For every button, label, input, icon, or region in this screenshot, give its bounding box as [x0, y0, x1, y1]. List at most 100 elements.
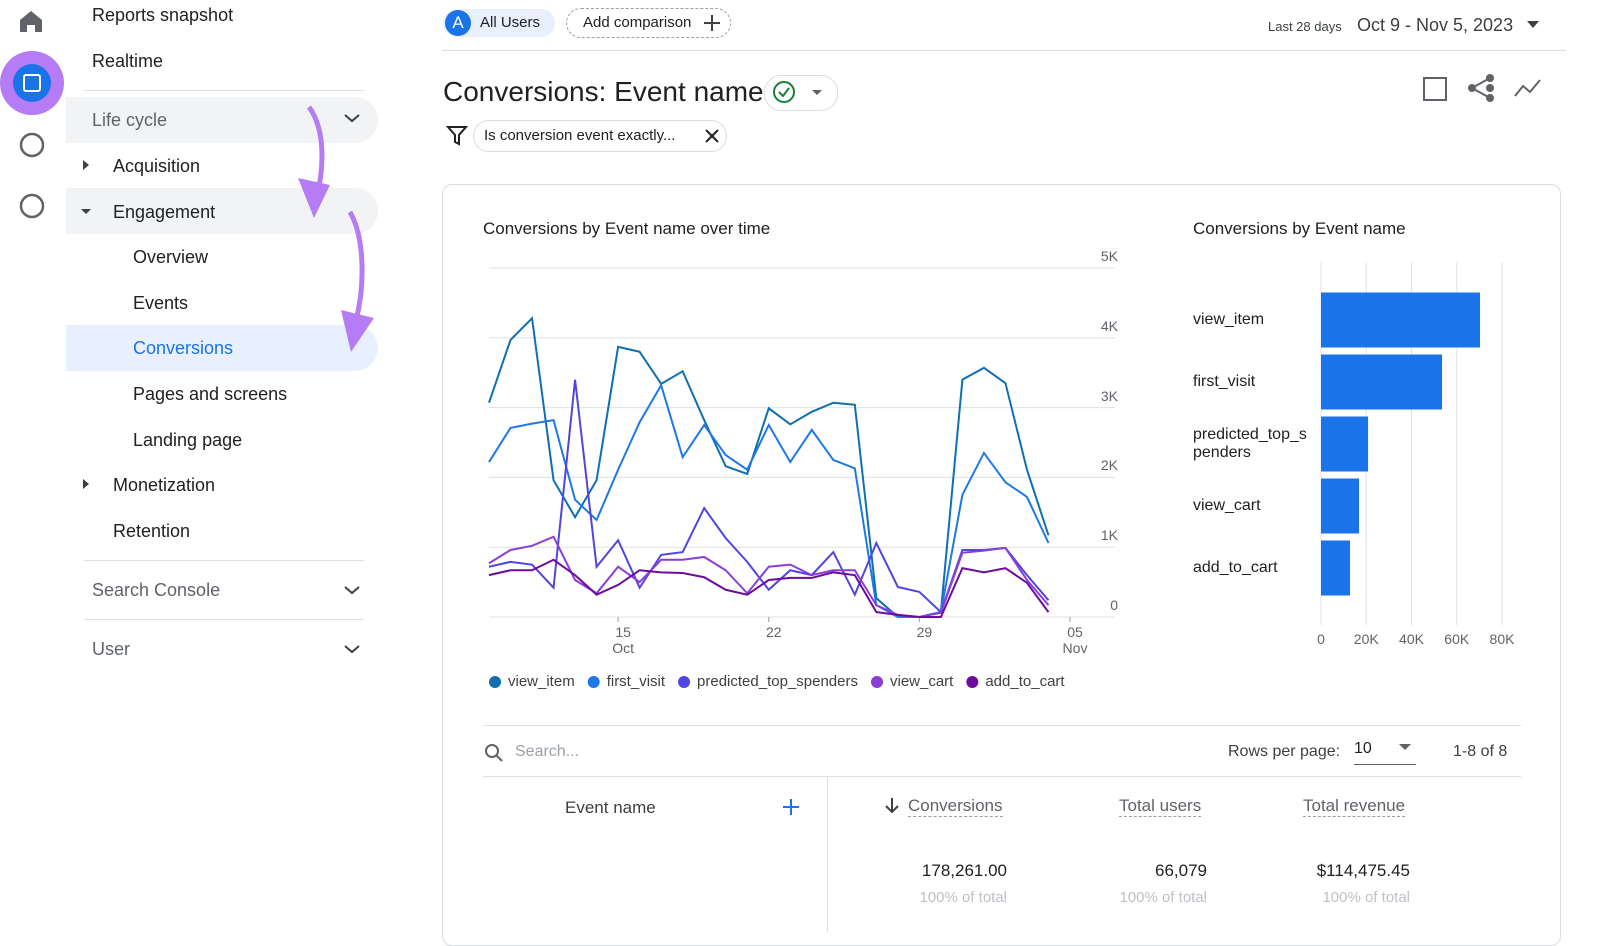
- legend-swatch: [966, 676, 979, 688]
- chevron: [344, 586, 360, 595]
- nav-section[interactable]: Search Console: [92, 580, 221, 600]
- advertising-icon[interactable]: [19, 193, 45, 219]
- nav-item[interactable]: Landing page: [133, 430, 243, 450]
- y-tick-label: predicted_top_spenders: [1193, 426, 1307, 461]
- nav-item[interactable]: Retention: [113, 521, 191, 541]
- date-caret: [1527, 21, 1539, 28]
- search-input[interactable]: Search...: [515, 743, 580, 760]
- home-icon[interactable]: [20, 11, 42, 32]
- x-tick-label: 60K: [1444, 631, 1470, 647]
- reports-icon[interactable]: [13, 64, 51, 102]
- bar: [1321, 416, 1369, 472]
- column-header[interactable]: Conversions: [908, 796, 1003, 817]
- rows-per-page-label: Rows per page:: [1228, 743, 1341, 760]
- nav-decor: [81, 105, 374, 654]
- annotation-arrowhead: [298, 178, 330, 218]
- status-chip[interactable]: [764, 75, 838, 111]
- bar: [1321, 292, 1481, 348]
- divider: [827, 776, 828, 932]
- date-label: Last 28 days: [1268, 19, 1342, 34]
- series-line: [488, 535, 1050, 619]
- column-header[interactable]: Total revenue: [1303, 796, 1406, 817]
- total-value: $114,475.45: [1316, 861, 1410, 880]
- column-header[interactable]: Total users: [1119, 796, 1202, 817]
- column-header[interactable]: Event name: [565, 798, 656, 817]
- x-tick-label: 29: [916, 624, 933, 640]
- nav-section[interactable]: User: [92, 639, 131, 659]
- add-comparison-chip[interactable]: [566, 8, 731, 38]
- nav-item[interactable]: Pages and screens: [133, 384, 288, 404]
- chevron: [344, 114, 360, 123]
- total-value: 66,079: [1155, 861, 1207, 880]
- nav-item[interactable]: Reports snapshot: [92, 5, 234, 25]
- nav-item[interactable]: Overview: [133, 247, 209, 267]
- divider: [84, 90, 364, 91]
- plus-icon: [704, 15, 720, 31]
- y-tick-label: 4K: [1100, 317, 1118, 334]
- y-tick-label: 1K: [1100, 527, 1118, 544]
- x-tick-label: 20K: [1353, 631, 1379, 647]
- segment-label: All Users: [480, 14, 541, 31]
- select-caret: [1399, 744, 1411, 750]
- x-tick-label: 80K: [1489, 631, 1515, 647]
- add-comparison-label: Add comparison: [583, 14, 692, 31]
- divider: [483, 776, 1521, 777]
- pagination: 1-8 of 8: [1453, 743, 1508, 760]
- toolbar-icons[interactable]: [1420, 72, 1550, 104]
- legend-label: add_to_cart: [985, 673, 1065, 690]
- total-note: 100% of total: [1119, 889, 1207, 906]
- nav-item[interactable]: Realtime: [92, 51, 164, 71]
- nav-item-selected[interactable]: Conversions: [133, 338, 234, 358]
- rows-per-page-select[interactable]: 10: [1354, 740, 1416, 765]
- status-icons: [773, 81, 822, 103]
- legend-label: view_cart: [889, 673, 954, 690]
- selected-bg: [66, 325, 378, 371]
- group-bg: [66, 188, 378, 234]
- nav-group[interactable]: Monetization: [113, 475, 216, 495]
- section-bg: [66, 97, 378, 143]
- date-range[interactable]: Oct 9 - Nov 5, 2023: [1357, 15, 1514, 35]
- caret: [83, 160, 89, 170]
- sort-arrow: [885, 798, 899, 814]
- y-tick-label: view_cart: [1193, 497, 1261, 514]
- nav-item[interactable]: Events: [133, 293, 189, 313]
- nav-group[interactable]: Engagement: [113, 202, 216, 222]
- bar: [1321, 540, 1350, 596]
- divider: [84, 619, 364, 620]
- nav-section[interactable]: Life cycle: [92, 110, 168, 130]
- filter-label: Is conversion event exactly...: [484, 127, 676, 144]
- y-tick-label: 0: [1110, 597, 1118, 613]
- caret: [83, 479, 89, 489]
- series-line: [488, 558, 1050, 618]
- legend-swatch: [678, 676, 691, 688]
- search-icon: [485, 744, 503, 762]
- add-dimension[interactable]: [782, 798, 800, 816]
- nav-group[interactable]: Acquisition: [113, 156, 201, 176]
- y-tick-label: 5K: [1100, 248, 1118, 264]
- y-tick-label: view_item: [1193, 311, 1265, 328]
- chevron: [344, 645, 360, 654]
- legend-swatch: [489, 676, 501, 688]
- legend-label: predicted_top_spenders: [697, 673, 858, 690]
- filter-icon: [446, 126, 468, 146]
- caret: [81, 209, 91, 214]
- legend-label: first_visit: [606, 673, 666, 690]
- divider: [84, 560, 364, 561]
- filter-chip[interactable]: [473, 120, 727, 152]
- legend-swatch: [870, 676, 883, 688]
- y-tick-label: add_to_cart: [1193, 559, 1278, 576]
- reports-glyph: [23, 74, 41, 92]
- chart-title: Conversions by Event name: [1193, 219, 1406, 238]
- chart-title: Conversions by Event name over time: [483, 219, 771, 238]
- rail-icons: [0, 11, 64, 219]
- x-tick-label: 0: [1317, 631, 1325, 647]
- x-tick-label: 40K: [1399, 631, 1424, 647]
- total-note: 100% of total: [919, 889, 1007, 906]
- x-tick-label: 05 Nov: [1062, 624, 1088, 656]
- annotation-arrow: [347, 210, 365, 321]
- filter-remove[interactable]: [703, 127, 721, 145]
- explore-icon[interactable]: [19, 132, 45, 158]
